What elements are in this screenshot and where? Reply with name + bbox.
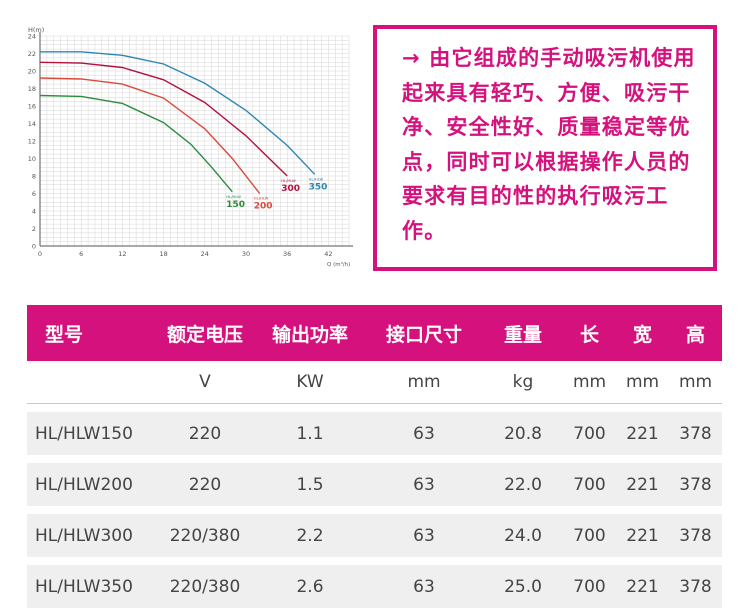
x-tick-label: 18 — [159, 250, 167, 258]
header-weight: 重量 — [503, 323, 542, 346]
series-label-prefix: HL/HLW — [281, 178, 296, 183]
y-tick-label: 10 — [28, 155, 36, 163]
cell-voltage: 220 — [188, 423, 222, 444]
y-tick-label: 18 — [28, 85, 36, 93]
cell-power: 2.2 — [296, 525, 324, 546]
x-axis-label: Q (m³/h) — [327, 261, 350, 268]
unit-height: mm — [678, 372, 713, 392]
cell-port-size: 63 — [413, 423, 435, 444]
table-row: HL/HLW150 220 1.1 63 20.8 700 221 378 — [27, 412, 722, 455]
cell-length: 700 — [573, 576, 606, 597]
unit-length: mm — [572, 372, 607, 392]
cell-model: HL/HLW300 — [35, 525, 133, 546]
x-tick-label: 24 — [201, 250, 209, 258]
cell-length: 700 — [573, 423, 606, 444]
series-line — [40, 51, 316, 175]
x-tick-label: 30 — [242, 250, 250, 258]
table-row: HL/HLW300 220/380 2.2 63 24.0 700 221 37… — [27, 514, 722, 557]
y-tick-label: 16 — [28, 103, 36, 111]
y-tick-label: 8 — [32, 173, 36, 181]
y-tick-label: 22 — [28, 50, 36, 58]
cell-port-size: 63 — [413, 525, 435, 546]
cell-weight: 25.0 — [504, 576, 542, 597]
cell-weight: 22.0 — [504, 474, 542, 495]
cell-voltage: 220/380 — [169, 576, 241, 597]
x-tick-label: 6 — [79, 250, 83, 258]
units-row: V KW mm kg mm mm mm — [27, 361, 722, 404]
cell-height: 378 — [679, 525, 712, 546]
y-tick-label: 6 — [32, 190, 36, 198]
cell-voltage: 220/380 — [169, 525, 241, 546]
y-tick-label: 4 — [32, 208, 36, 216]
unit-voltage: V — [199, 372, 211, 392]
cell-voltage: 220 — [188, 474, 222, 495]
y-tick-label: 2 — [32, 225, 36, 233]
x-tick-label: 36 — [283, 250, 291, 258]
series-label-prefix: HL/HLW — [309, 176, 324, 181]
header-port-size: 接口尺寸 — [385, 323, 462, 346]
x-tick-label: 42 — [324, 250, 332, 258]
cell-length: 700 — [573, 474, 606, 495]
series-label-number: 350 — [309, 182, 328, 192]
x-tick-label: 12 — [118, 250, 126, 258]
cell-length: 700 — [573, 525, 606, 546]
cell-model: HL/HLW150 — [35, 423, 133, 444]
cell-weight: 24.0 — [504, 525, 542, 546]
callout-text: → 由它组成的手动吸污机使用起来具有轻巧、方便、吸污干净、安全性好、质量稳定等优… — [402, 46, 696, 243]
cell-port-size: 63 — [413, 474, 435, 495]
unit-port-size: mm — [407, 372, 441, 392]
description-callout: → 由它组成的手动吸污机使用起来具有轻巧、方便、吸污干净、安全性好、质量稳定等优… — [373, 25, 717, 271]
cell-weight: 20.8 — [504, 423, 542, 444]
table-row: HL/HLW200 220 1.5 63 22.0 700 221 378 — [27, 463, 722, 506]
table-row: HL/HLW350 220/380 2.6 63 25.0 700 221 37… — [27, 565, 722, 608]
cell-width: 221 — [626, 576, 659, 597]
header-power: 输出功率 — [271, 323, 348, 346]
header-height: 高 — [685, 323, 705, 346]
unit-width: mm — [625, 372, 660, 392]
spec-table-header: 型号 额定电压 输出功率 接口尺寸 重量 长 宽 高 — [27, 305, 722, 361]
cell-power: 2.6 — [296, 576, 324, 597]
cell-power: 1.1 — [296, 423, 324, 444]
header-model: 型号 — [45, 323, 84, 346]
series-line — [39, 94, 233, 193]
series-line — [39, 77, 261, 194]
y-tick-label: 0 — [32, 243, 36, 251]
series-line — [39, 61, 288, 177]
cell-height: 378 — [679, 474, 712, 495]
y-tick-label: 24 — [28, 33, 36, 41]
y-axis-label: H(m) — [28, 26, 44, 34]
header-width: 宽 — [632, 323, 652, 346]
y-tick-label: 20 — [28, 68, 36, 76]
x-tick-label: 0 — [38, 250, 42, 258]
series-label-number: 150 — [226, 200, 245, 210]
cell-model: HL/HLW200 — [35, 474, 133, 495]
cell-width: 221 — [626, 423, 659, 444]
cell-model: HL/HLW350 — [35, 576, 133, 597]
cell-height: 378 — [679, 576, 712, 597]
unit-weight: kg — [512, 372, 534, 392]
series-label-number: 300 — [281, 184, 300, 194]
unit-power: KW — [296, 372, 324, 392]
cell-width: 221 — [626, 474, 659, 495]
cell-power: 1.5 — [296, 474, 324, 495]
header-length: 长 — [579, 323, 599, 346]
y-tick-label: 14 — [28, 120, 36, 128]
cell-height: 378 — [679, 423, 712, 444]
series-label-prefix: HL/HLW — [254, 196, 269, 201]
spec-table: 型号 额定电压 输出功率 接口尺寸 重量 长 宽 高 V KW mm kg mm… — [27, 305, 722, 608]
series-label-prefix: HL/HLW — [226, 194, 241, 199]
header-voltage: 额定电压 — [166, 323, 243, 346]
y-tick-label: 12 — [28, 138, 36, 146]
series-label-number: 200 — [254, 202, 273, 212]
cell-port-size: 63 — [413, 576, 435, 597]
cell-width: 221 — [626, 525, 659, 546]
